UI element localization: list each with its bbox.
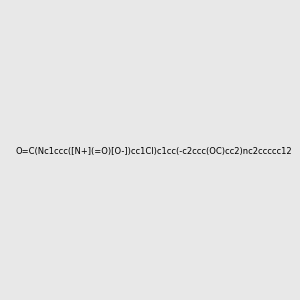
Text: O=C(Nc1ccc([N+](=O)[O-])cc1Cl)c1cc(-c2ccc(OC)cc2)nc2ccccc12: O=C(Nc1ccc([N+](=O)[O-])cc1Cl)c1cc(-c2cc… [15,147,292,156]
